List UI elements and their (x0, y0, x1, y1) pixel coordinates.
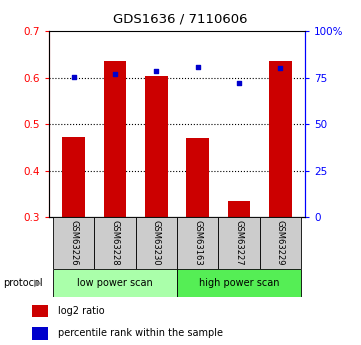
Bar (32, 327, 48, 339)
Bar (227, 201, 250, 217)
Point (195, 65, 200, 70)
Bar (177, 217, 218, 269)
Bar (218, 217, 260, 269)
Text: low power scan: low power scan (77, 278, 153, 288)
Bar (32, 305, 48, 317)
Text: GSM63228: GSM63228 (110, 220, 119, 266)
Bar (186, 138, 209, 217)
Text: percentile rank within the sample: percentile rank within the sample (58, 328, 223, 338)
Bar (145, 76, 168, 217)
Bar (177, 269, 301, 297)
Text: high power scan: high power scan (199, 278, 279, 288)
Bar (53, 217, 94, 269)
Point (277, 66, 283, 71)
Point (153, 68, 159, 74)
Text: GSM63230: GSM63230 (152, 220, 161, 266)
Bar (62, 137, 85, 217)
Text: ▶: ▶ (34, 278, 42, 288)
Text: GSM63227: GSM63227 (234, 220, 243, 266)
Bar (104, 61, 126, 217)
Text: GDS1636 / 7110606: GDS1636 / 7110606 (113, 12, 248, 25)
Text: log2 ratio: log2 ratio (58, 306, 105, 316)
Text: GSM63163: GSM63163 (193, 220, 202, 266)
Bar (260, 217, 301, 269)
Bar (269, 61, 292, 217)
Bar (135, 217, 177, 269)
Text: GSM63229: GSM63229 (276, 220, 285, 266)
Bar (94, 217, 135, 269)
Point (71, 74, 77, 79)
Point (112, 71, 118, 77)
Bar (53, 269, 177, 297)
Text: protocol: protocol (4, 278, 43, 288)
Point (236, 80, 242, 86)
Text: GSM63226: GSM63226 (69, 220, 78, 266)
